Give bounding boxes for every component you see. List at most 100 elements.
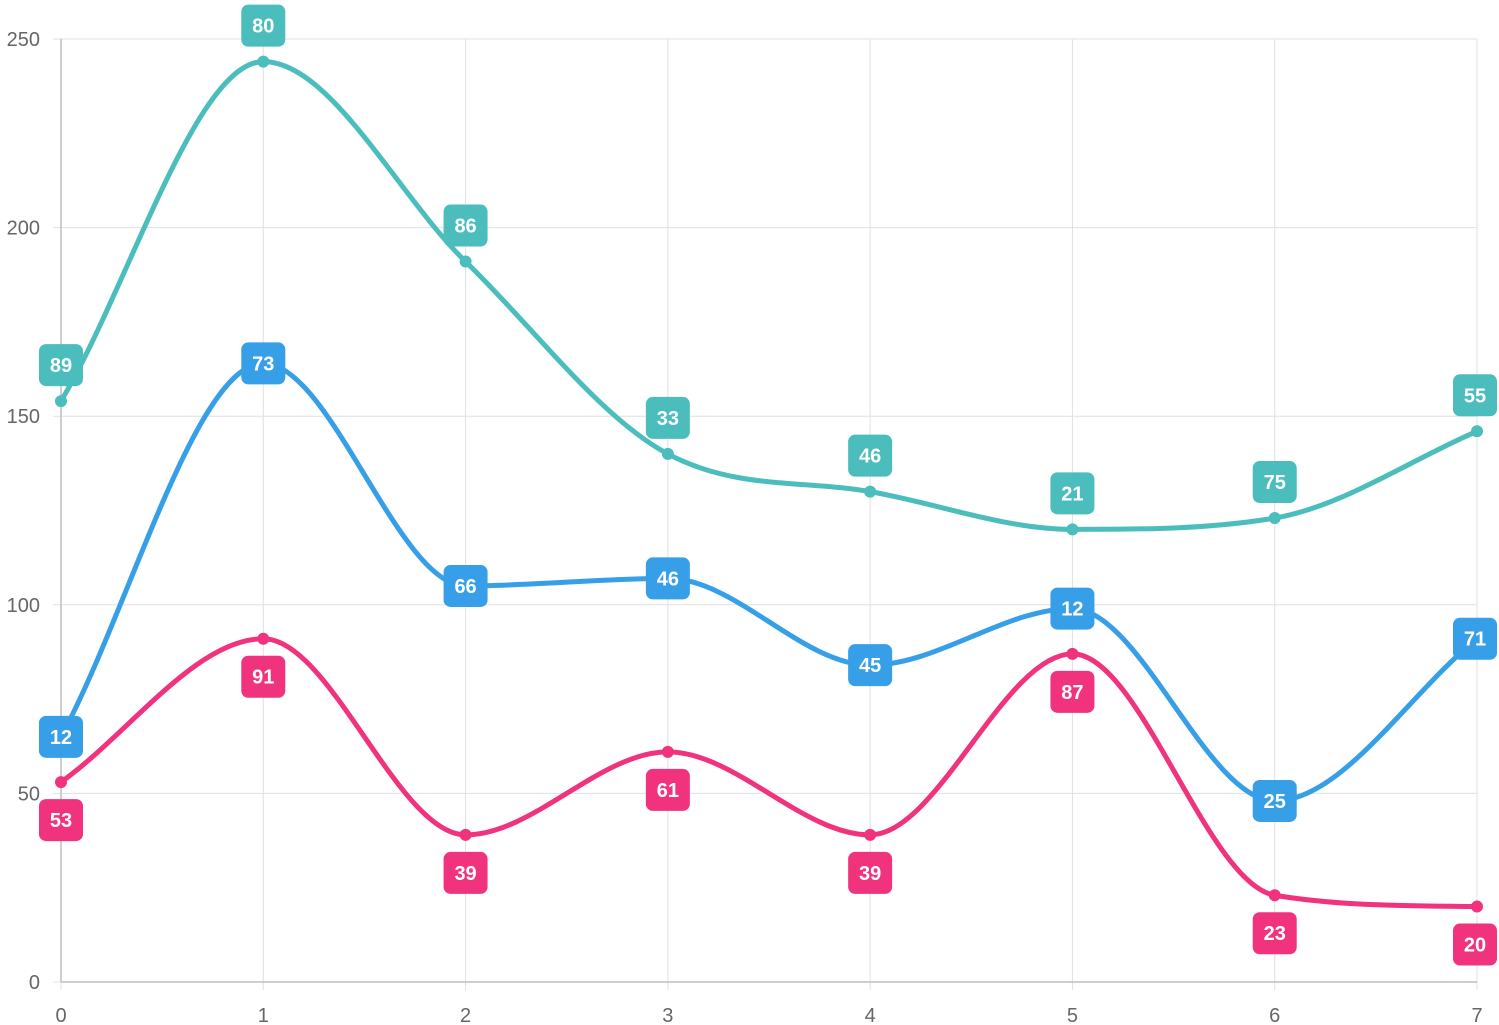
data-label-badge: [1050, 587, 1095, 630]
x-tick-label: 1: [258, 1005, 269, 1025]
data-label-value: 53: [50, 810, 72, 832]
data-label-badge: [848, 851, 893, 894]
data-point[interactable]: [1066, 647, 1079, 660]
data-label-value: 80: [252, 16, 274, 38]
data-label-value: 66: [454, 576, 476, 598]
x-tick-label: 5: [1067, 1005, 1078, 1025]
data-label-value: 46: [657, 568, 679, 590]
data-label-badge: [1453, 617, 1497, 660]
data-label-value: 12: [50, 727, 72, 749]
data-label-value: 45: [859, 655, 881, 677]
data-label: 46: [848, 434, 893, 477]
data-label: 39: [848, 851, 893, 894]
data-label: 12: [1050, 587, 1095, 630]
data-label-value: 71: [1464, 629, 1486, 651]
data-point[interactable]: [1268, 512, 1281, 525]
data-point[interactable]: [864, 485, 877, 498]
data-label-value: 25: [1264, 791, 1286, 813]
data-point[interactable]: [1471, 425, 1483, 438]
data-point[interactable]: [55, 395, 67, 408]
data-labels: 53 91 39 61 39 87 23 20 12 73 66 46 45 12 25 71 89 80 86 33…: [39, 4, 1497, 966]
data-label-badge: [848, 434, 893, 477]
data-label-badge: [241, 655, 286, 698]
data-label-value: 55: [1464, 385, 1486, 407]
x-tick-label: 2: [460, 1005, 471, 1025]
x-tick-label: 3: [662, 1005, 673, 1025]
data-label: 53: [39, 799, 83, 842]
data-label-badge: [848, 644, 893, 687]
data-label-value: 75: [1264, 472, 1286, 494]
data-label-value: 91: [252, 667, 274, 689]
data-label-badge: [443, 564, 488, 607]
data-label-value: 86: [454, 216, 476, 238]
data-label: 23: [1252, 912, 1297, 955]
data-label: 73: [241, 342, 286, 385]
data-label-value: 12: [1061, 599, 1083, 621]
y-tick-label: 150: [7, 406, 40, 428]
data-label: 71: [1453, 617, 1497, 660]
data-label-badge: [39, 344, 83, 387]
data-point[interactable]: [459, 828, 472, 841]
x-tick-label: 7: [1471, 1005, 1482, 1025]
data-label-badge: [241, 342, 286, 385]
data-label-badge: [241, 4, 286, 47]
data-label-value: 89: [50, 355, 72, 377]
data-point[interactable]: [257, 632, 270, 645]
data-label-value: 73: [252, 353, 274, 375]
data-label: 89: [39, 344, 83, 387]
data-label: 66: [443, 564, 488, 607]
series-line-1: [58, 636, 1480, 910]
data-label: 25: [1252, 779, 1297, 822]
data-label: 46: [645, 557, 690, 600]
data-point[interactable]: [661, 745, 674, 758]
x-tick-label: 4: [865, 1005, 876, 1025]
x-tick-label: 0: [55, 1005, 66, 1025]
data-label-badge: [39, 715, 83, 758]
data-label-value: 39: [454, 863, 476, 885]
y-tick-label: 100: [7, 595, 40, 617]
data-label: 39: [443, 851, 488, 894]
data-label-badge: [1252, 912, 1297, 955]
data-label-value: 39: [859, 863, 881, 885]
data-label-value: 46: [859, 446, 881, 468]
data-label: 20: [1453, 923, 1497, 966]
data-label: 12: [39, 715, 83, 758]
data-label-badge: [645, 557, 690, 600]
data-point[interactable]: [864, 828, 877, 841]
data-label-value: 33: [657, 408, 679, 430]
data-label-badge: [645, 768, 690, 811]
data-point[interactable]: [1066, 523, 1079, 536]
data-label: 55: [1453, 374, 1497, 417]
data-label-badge: [1252, 779, 1297, 822]
data-label-badge: [443, 204, 488, 247]
y-tick-label: 200: [7, 218, 40, 240]
data-label: 80: [241, 4, 286, 47]
data-label-badge: [443, 851, 488, 894]
data-label: 91: [241, 655, 286, 698]
data-label: 87: [1050, 670, 1095, 713]
data-label-badge: [1453, 923, 1497, 966]
data-label-value: 23: [1264, 923, 1286, 945]
data-label: 33: [645, 396, 690, 439]
x-tick-label: 6: [1269, 1005, 1280, 1025]
data-label-badge: [39, 799, 83, 842]
data-label: 21: [1050, 472, 1095, 515]
data-point[interactable]: [459, 255, 472, 268]
grid: [53, 38, 1478, 990]
data-point[interactable]: [1471, 900, 1483, 913]
data-point[interactable]: [55, 776, 67, 789]
data-label: 75: [1252, 461, 1297, 504]
data-label: 61: [645, 768, 690, 811]
data-point[interactable]: [1268, 889, 1281, 902]
data-label-badge: [1050, 670, 1095, 713]
y-tick-label: 0: [29, 972, 40, 994]
y-tick-label: 250: [7, 29, 40, 51]
data-point[interactable]: [661, 447, 674, 460]
data-point[interactable]: [257, 55, 270, 68]
data-label: 86: [443, 204, 488, 247]
data-label-value: 87: [1061, 682, 1083, 704]
data-label-badge: [645, 396, 690, 439]
